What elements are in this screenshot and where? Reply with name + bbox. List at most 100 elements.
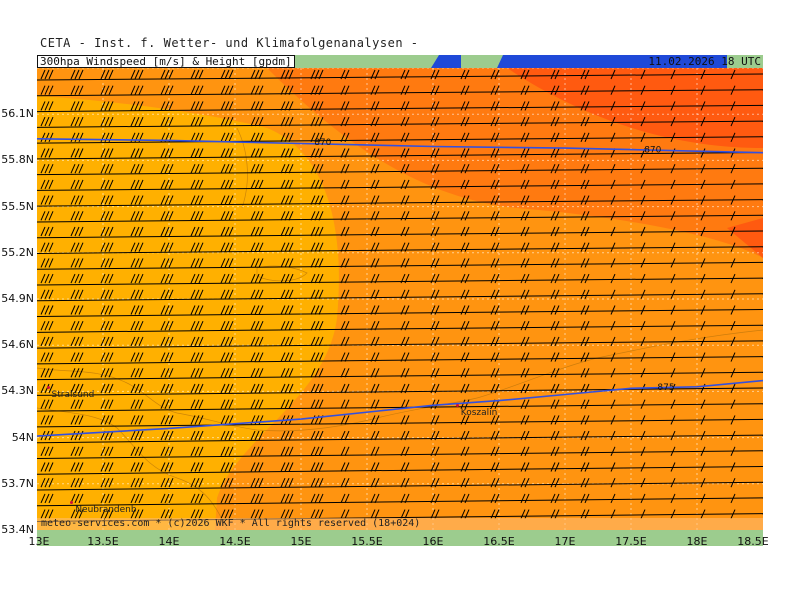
wind-barb-feather bbox=[70, 85, 76, 95]
wind-barb-feather bbox=[374, 148, 380, 158]
wind-barb-feather bbox=[524, 195, 530, 205]
wind-barb-feather bbox=[224, 85, 230, 95]
wind-barb-feather bbox=[164, 101, 170, 111]
wind-barb-feather bbox=[404, 383, 410, 394]
wind-barb-feather bbox=[190, 320, 196, 331]
wind-barb-feather bbox=[194, 211, 200, 221]
wind-barb-feather bbox=[74, 226, 80, 237]
wind-barb-feather bbox=[168, 85, 174, 95]
wind-barb-feather bbox=[108, 320, 114, 331]
wind-barb-shaft bbox=[37, 167, 763, 176]
longitude-label: 14E bbox=[158, 535, 180, 548]
wind-barb-feather bbox=[220, 116, 226, 127]
wind-barb-feather bbox=[130, 320, 136, 331]
wind-barb-feather bbox=[640, 477, 646, 488]
wind-barb-feather bbox=[430, 85, 436, 95]
wind-barb-row bbox=[37, 132, 763, 144]
wind-barb-feather bbox=[224, 368, 230, 378]
wind-barb-feather bbox=[464, 305, 470, 315]
longitude-label: 15.5E bbox=[351, 535, 383, 548]
wind-barb-feather bbox=[340, 211, 346, 221]
wind-barb-feather bbox=[164, 226, 170, 237]
wind-barb-feather bbox=[288, 462, 294, 472]
wind-barb-feather bbox=[430, 289, 436, 300]
wind-barb-feather bbox=[520, 258, 526, 268]
wind-barb-feather bbox=[494, 226, 500, 237]
wind-barb-row bbox=[37, 148, 763, 160]
wind-barb-shaft bbox=[37, 481, 763, 491]
wind-barb-feather bbox=[164, 399, 170, 409]
wind-barb-feather bbox=[70, 163, 76, 174]
wind-barb-feather bbox=[370, 320, 376, 331]
wind-barb-feather bbox=[190, 179, 196, 190]
wind-barb-feather bbox=[430, 163, 436, 174]
wind-barb-feather bbox=[280, 242, 286, 252]
wind-barb-feather bbox=[284, 211, 290, 221]
wind-barb-feather bbox=[670, 352, 676, 362]
wind-barb-feather bbox=[670, 195, 676, 205]
wind-barb-feather bbox=[160, 195, 166, 205]
wind-barb-feather bbox=[490, 368, 496, 378]
wind-barb-feather bbox=[44, 179, 50, 190]
wind-barb-feather bbox=[554, 132, 560, 143]
wind-barb-feather bbox=[700, 69, 706, 80]
wind-barb-feather bbox=[198, 368, 204, 378]
wind-barb-feather bbox=[310, 320, 316, 331]
wind-barb-feather bbox=[44, 352, 50, 362]
wind-barb-feather bbox=[78, 116, 84, 127]
wind-barb-feather bbox=[434, 477, 440, 488]
wind-barb-feather bbox=[730, 132, 736, 143]
wind-barb-feather bbox=[40, 289, 46, 300]
wind-barb-feather bbox=[700, 289, 706, 300]
wind-barb-feather bbox=[404, 368, 410, 378]
wind-barb-feather bbox=[340, 258, 346, 268]
wind-barb-feather bbox=[580, 179, 586, 190]
wind-barb-feather bbox=[228, 430, 234, 441]
wind-barb-feather bbox=[74, 289, 80, 300]
wind-barb-feather bbox=[310, 211, 316, 221]
longitude-label: 17.5E bbox=[615, 535, 647, 548]
wind-barb-feather bbox=[344, 415, 350, 425]
wind-barb-feather bbox=[318, 148, 324, 158]
wind-barb-feather bbox=[190, 258, 196, 268]
wind-barb-feather bbox=[344, 462, 350, 472]
wind-barb-feather bbox=[554, 116, 560, 127]
wind-barb-feather bbox=[490, 415, 496, 425]
wind-barb-feather bbox=[280, 477, 286, 488]
wind-barb-feather bbox=[580, 116, 586, 127]
wind-barb-feather bbox=[168, 493, 174, 504]
wind-barb-feather bbox=[610, 477, 616, 488]
wind-barb-feather bbox=[288, 195, 294, 205]
wind-barb-feather bbox=[310, 69, 316, 80]
wind-barb-feather bbox=[580, 132, 586, 143]
wind-barb-feather bbox=[224, 69, 230, 80]
wind-barb-feather bbox=[554, 69, 560, 80]
wind-barb-feather bbox=[550, 509, 556, 519]
wind-barb-feather bbox=[404, 305, 410, 315]
wind-barb-feather bbox=[610, 305, 616, 315]
wind-barb-feather bbox=[70, 509, 76, 519]
wind-barb-feather bbox=[198, 85, 204, 95]
wind-barb-feather bbox=[344, 446, 350, 457]
wind-barb-feather bbox=[494, 509, 500, 519]
wind-barb-feather bbox=[310, 116, 316, 127]
wind-barb-feather bbox=[640, 85, 646, 95]
wind-barb-feather bbox=[288, 132, 294, 143]
wind-barb-feather bbox=[74, 477, 80, 488]
wind-barb-feather bbox=[48, 383, 54, 394]
wind-barb-feather bbox=[464, 132, 470, 143]
wind-barb-feather bbox=[254, 195, 260, 205]
wind-barb-feather bbox=[310, 352, 316, 362]
wind-barb-feather bbox=[224, 289, 230, 300]
wind-barb-feather bbox=[550, 273, 556, 284]
wind-barb-feather bbox=[640, 116, 646, 127]
wind-barb-feather bbox=[340, 336, 346, 347]
wind-barb-feather bbox=[524, 242, 530, 252]
wind-barb-feather bbox=[340, 509, 346, 519]
wind-barb-feather bbox=[48, 132, 54, 143]
wind-barb-feather bbox=[254, 289, 260, 300]
wind-barb-feather bbox=[78, 336, 84, 347]
wind-barb-feather bbox=[284, 462, 290, 472]
wind-barb-feather bbox=[670, 101, 676, 111]
wind-barb-feather bbox=[370, 493, 376, 504]
